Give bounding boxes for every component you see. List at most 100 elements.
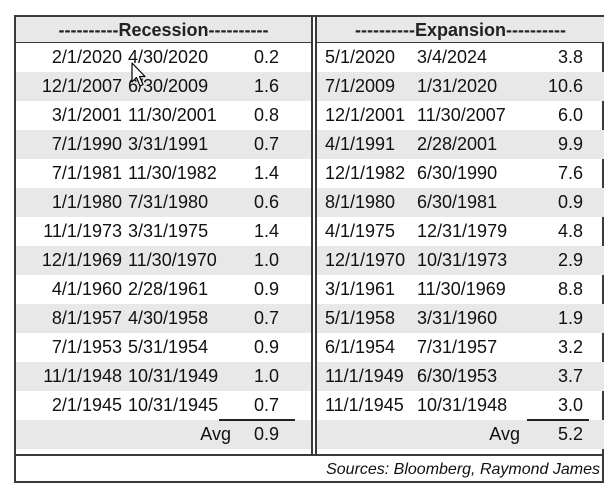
duration-cell: 4.8 bbox=[557, 221, 583, 241]
table-row: 1/1/1980 7/31/1980 0.6 bbox=[16, 188, 311, 217]
start-date-cell: 2/1/1945 bbox=[51, 395, 122, 415]
start-date-cell: 12/1/2001 bbox=[325, 105, 406, 125]
start-date-cell: 12/1/2007 bbox=[41, 76, 122, 96]
duration-cell: 2.9 bbox=[557, 250, 583, 270]
end-date-cell: 7/31/1957 bbox=[417, 337, 498, 357]
end-date-cell: 1/31/2020 bbox=[417, 76, 498, 96]
end-date-cell: 6/30/2009 bbox=[128, 76, 209, 96]
expansion-header: ----------Expansion---------- bbox=[317, 17, 604, 43]
table-row: 6/1/1954 7/31/1957 3.2 bbox=[317, 333, 604, 362]
start-date-cell: 8/1/1957 bbox=[51, 308, 122, 328]
table-row: 5/1/2020 3/4/2024 3.8 bbox=[317, 43, 604, 72]
end-date-cell: 6/30/1981 bbox=[417, 192, 498, 212]
end-date-cell: 12/31/1979 bbox=[417, 221, 508, 241]
start-date-cell: 4/1/1960 bbox=[51, 279, 122, 299]
duration-cell: 3.2 bbox=[557, 337, 583, 357]
end-date-cell: 11/30/1969 bbox=[417, 279, 506, 299]
table-row: 11/1/1948 10/31/1949 1.0 bbox=[16, 362, 311, 391]
expansion-avg-rule bbox=[527, 419, 589, 421]
start-date-cell: 7/1/2009 bbox=[325, 76, 396, 96]
start-date-cell: 11/1/1948 bbox=[43, 366, 122, 386]
table-row: 7/1/1981 11/30/1982 1.4 bbox=[16, 159, 311, 188]
end-date-cell: 3/31/1991 bbox=[128, 134, 209, 154]
duration-cell: 0.9 bbox=[253, 337, 280, 357]
end-date-cell: 6/30/1953 bbox=[417, 366, 498, 386]
start-date-cell: 1/1/1980 bbox=[51, 192, 122, 212]
start-date-cell: 8/1/1980 bbox=[325, 192, 396, 212]
start-date-cell: 5/1/2020 bbox=[325, 47, 396, 67]
start-date-cell: 4/1/1975 bbox=[325, 221, 396, 241]
recession-avg-row: Avg 0.9 bbox=[16, 419, 311, 449]
duration-cell: 0.6 bbox=[253, 192, 280, 212]
table-row: 2/1/1945 10/31/1945 0.7 bbox=[16, 391, 311, 420]
table-row: 8/1/1957 4/30/1958 0.7 bbox=[16, 304, 311, 333]
duration-cell: 0.9 bbox=[253, 279, 280, 299]
start-date-cell: 11/1/1945 bbox=[325, 395, 404, 415]
expansion-rows: 5/1/2020 3/4/2024 3.8 7/1/2009 1/31/2020 10.6… bbox=[317, 43, 604, 420]
duration-cell: 1.4 bbox=[253, 221, 280, 241]
table-row: 11/1/1945 10/31/1948 3.0 bbox=[317, 391, 604, 420]
expansion-panel: ----------Expansion---------- 5/1/2020 3/… bbox=[317, 17, 604, 454]
end-date-cell: 10/31/1973 bbox=[417, 250, 508, 270]
source-note: Sources: Bloomberg, Raymond James bbox=[326, 461, 600, 478]
duration-cell: 1.0 bbox=[253, 250, 280, 270]
end-date-cell: 2/28/1961 bbox=[128, 279, 209, 299]
duration-cell: 10.6 bbox=[547, 76, 583, 96]
table-row: 7/1/1990 3/31/1991 0.7 bbox=[16, 130, 311, 159]
duration-cell: 6.0 bbox=[557, 105, 583, 125]
duration-cell: 1.0 bbox=[253, 366, 280, 386]
start-date-cell: 7/1/1953 bbox=[51, 337, 122, 357]
recession-avg-value: 0.9 bbox=[253, 424, 280, 444]
duration-cell: 0.2 bbox=[253, 47, 280, 67]
start-date-cell: 6/1/1954 bbox=[325, 337, 396, 357]
duration-cell: 1.6 bbox=[253, 76, 280, 96]
start-date-cell: 7/1/1990 bbox=[51, 134, 122, 154]
table-row: 3/1/2001 11/30/2001 0.8 bbox=[16, 101, 311, 130]
expansion-avg-value: 5.2 bbox=[557, 424, 583, 444]
start-date-cell: 11/1/1949 bbox=[325, 366, 404, 386]
table-row: 4/1/1960 2/28/1961 0.9 bbox=[16, 275, 311, 304]
end-date-cell: 11/30/2007 bbox=[417, 105, 506, 125]
duration-cell: 0.9 bbox=[557, 192, 583, 212]
duration-cell: 0.7 bbox=[253, 395, 280, 415]
table-row: 7/1/1953 5/31/1954 0.9 bbox=[16, 333, 311, 362]
start-date-cell: 12/1/1969 bbox=[41, 250, 122, 270]
end-date-cell: 5/31/1954 bbox=[128, 337, 209, 357]
end-date-cell: 2/28/2001 bbox=[417, 134, 498, 154]
end-date-cell: 3/4/2024 bbox=[417, 47, 488, 67]
end-date-cell: 10/31/1945 bbox=[128, 395, 219, 415]
panel-divider bbox=[311, 17, 317, 454]
start-date-cell: 4/1/1991 bbox=[325, 134, 396, 154]
table-row: 11/1/1973 3/31/1975 1.4 bbox=[16, 217, 311, 246]
table-row: 12/1/2007 6/30/2009 1.6 bbox=[16, 72, 311, 101]
duration-cell: 8.8 bbox=[557, 279, 583, 299]
recession-panel: ----------Recession---------- 2/1/2020 4/… bbox=[16, 17, 311, 454]
start-date-cell: 3/1/1961 bbox=[325, 279, 396, 299]
table-row: 3/1/1961 11/30/1969 8.8 bbox=[317, 275, 604, 304]
recession-header: ----------Recession---------- bbox=[16, 17, 311, 43]
expansion-avg-row: Avg 5.2 bbox=[317, 419, 604, 449]
table-row: 11/1/1949 6/30/1953 3.7 bbox=[317, 362, 604, 391]
recession-avg-label: Avg bbox=[200, 424, 231, 444]
start-date-cell: 5/1/1958 bbox=[325, 308, 396, 328]
table-row: 7/1/2009 1/31/2020 10.6 bbox=[317, 72, 604, 101]
duration-cell: 1.4 bbox=[253, 163, 280, 183]
start-date-cell: 12/1/1982 bbox=[325, 163, 406, 183]
table-row: 5/1/1958 3/31/1960 1.9 bbox=[317, 304, 604, 333]
end-date-cell: 3/31/1960 bbox=[417, 308, 498, 328]
duration-cell: 9.9 bbox=[557, 134, 583, 154]
end-date-cell: 3/31/1975 bbox=[128, 221, 209, 241]
duration-cell: 3.7 bbox=[557, 366, 583, 386]
duration-cell: 1.9 bbox=[557, 308, 583, 328]
end-date-cell: 10/31/1948 bbox=[417, 395, 508, 415]
end-date-cell: 10/31/1949 bbox=[128, 366, 219, 386]
duration-cell: 7.6 bbox=[557, 163, 583, 183]
duration-cell: 0.7 bbox=[253, 134, 280, 154]
table-row: 2/1/2020 4/30/2020 0.2 bbox=[16, 43, 311, 72]
end-date-cell: 7/31/1980 bbox=[128, 192, 209, 212]
end-date-cell: 4/30/1958 bbox=[128, 308, 209, 328]
table-footer: Sources: Bloomberg, Raymond James bbox=[16, 454, 602, 483]
duration-cell: 3.0 bbox=[557, 395, 583, 415]
duration-cell: 3.8 bbox=[557, 47, 583, 67]
end-date-cell: 4/30/2020 bbox=[128, 47, 209, 67]
